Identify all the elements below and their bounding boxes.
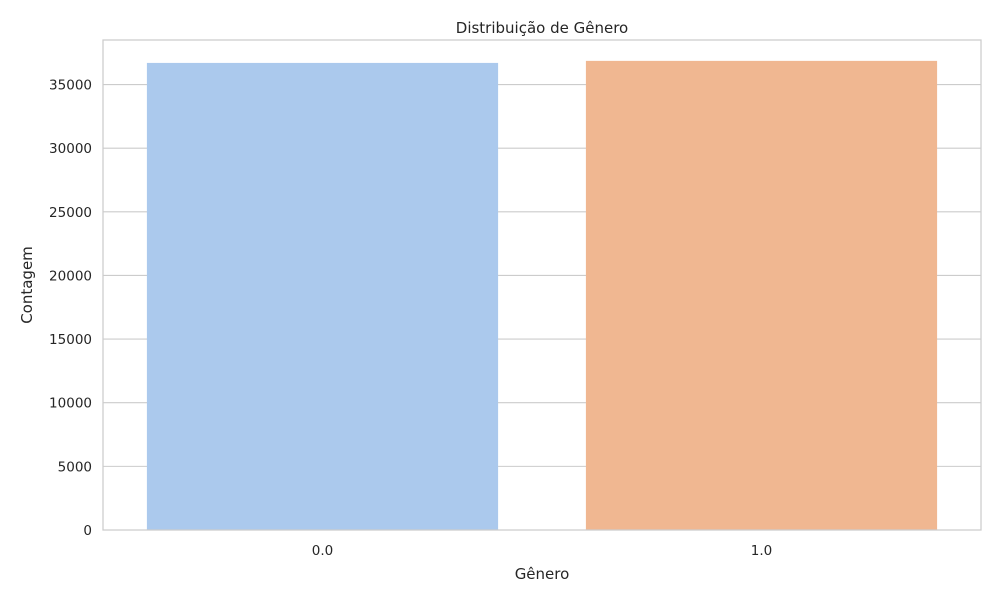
bar (585, 60, 938, 530)
y-tick-label: 0 (83, 523, 92, 539)
y-tick-label: 10000 (49, 396, 92, 412)
bar (146, 62, 499, 531)
y-tick-label: 20000 (49, 268, 92, 284)
chart-title: Distribuição de Gênero (456, 19, 628, 37)
y-tick-label: 35000 (49, 78, 92, 94)
y-axis-label: Contagem (18, 246, 36, 324)
y-tick-label: 25000 (49, 205, 92, 221)
x-tick-label: 1.0 (751, 543, 772, 559)
y-tick-label: 5000 (58, 459, 92, 475)
y-tick-labels: 0 5000 10000 15000 20000 25000 30000 35000 (49, 78, 92, 539)
bars (146, 60, 938, 531)
y-tick-label: 30000 (49, 141, 92, 157)
plot-frame (102, 39, 982, 531)
x-axis-label: Gênero (515, 565, 570, 583)
x-tick-labels: 0.0 1.0 (312, 543, 772, 559)
y-tick-label: 15000 (49, 332, 92, 348)
x-tick-label: 0.0 (312, 543, 333, 559)
